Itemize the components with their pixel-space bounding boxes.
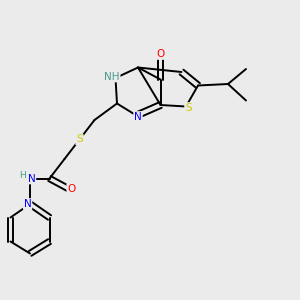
Text: N: N <box>28 173 35 184</box>
Text: NH: NH <box>104 71 120 82</box>
Text: O: O <box>67 184 76 194</box>
Text: O: O <box>156 49 165 59</box>
Text: N: N <box>24 199 32 209</box>
Text: N: N <box>134 112 142 122</box>
Text: H: H <box>19 171 26 180</box>
Text: S: S <box>185 103 192 113</box>
Text: S: S <box>76 134 83 145</box>
